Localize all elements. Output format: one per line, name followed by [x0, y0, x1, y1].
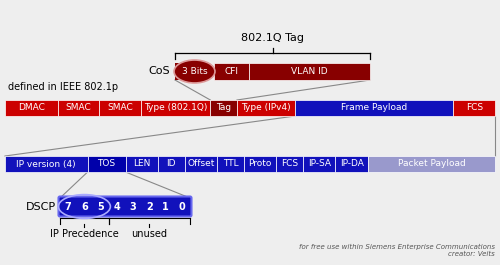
Text: IP Precedence: IP Precedence [50, 229, 119, 239]
Text: 1: 1 [162, 201, 169, 211]
FancyBboxPatch shape [126, 156, 158, 172]
Text: IP-DA: IP-DA [340, 160, 363, 169]
Text: defined in IEEE 802.1p: defined in IEEE 802.1p [8, 82, 118, 92]
Text: 0: 0 [178, 201, 185, 211]
Text: IP version (4): IP version (4) [16, 160, 76, 169]
Text: Type (802.1Q): Type (802.1Q) [144, 104, 208, 113]
FancyBboxPatch shape [249, 63, 370, 80]
Text: ID: ID [166, 160, 176, 169]
Text: FCS: FCS [466, 104, 483, 113]
Text: CFI: CFI [224, 67, 238, 76]
FancyBboxPatch shape [237, 100, 295, 116]
FancyBboxPatch shape [141, 100, 210, 116]
Text: 3: 3 [130, 201, 136, 211]
Text: DSCP: DSCP [26, 201, 56, 211]
Text: SMAC: SMAC [66, 104, 92, 113]
FancyBboxPatch shape [336, 156, 368, 172]
FancyBboxPatch shape [295, 100, 454, 116]
Text: FCS: FCS [281, 160, 298, 169]
Text: 7: 7 [65, 201, 71, 211]
FancyBboxPatch shape [454, 100, 495, 116]
Text: Type (IPv4): Type (IPv4) [242, 104, 291, 113]
FancyBboxPatch shape [158, 156, 184, 172]
Text: 4: 4 [114, 201, 120, 211]
Text: DMAC: DMAC [18, 104, 45, 113]
Text: Offset: Offset [187, 160, 214, 169]
Text: 5: 5 [97, 201, 104, 211]
Text: 2: 2 [146, 201, 153, 211]
Text: TOS: TOS [98, 160, 116, 169]
FancyBboxPatch shape [58, 197, 192, 217]
Text: IP-SA: IP-SA [308, 160, 330, 169]
Text: 3 Bits: 3 Bits [182, 67, 208, 76]
Text: 6: 6 [81, 201, 88, 211]
FancyBboxPatch shape [368, 156, 495, 172]
FancyBboxPatch shape [184, 156, 217, 172]
Text: 802.1Q Tag: 802.1Q Tag [241, 33, 304, 43]
FancyBboxPatch shape [5, 100, 58, 116]
FancyBboxPatch shape [244, 156, 276, 172]
FancyBboxPatch shape [5, 156, 87, 172]
Text: Frame Payload: Frame Payload [341, 104, 407, 113]
Ellipse shape [174, 60, 215, 83]
FancyBboxPatch shape [88, 156, 126, 172]
FancyBboxPatch shape [303, 156, 336, 172]
FancyBboxPatch shape [214, 63, 249, 80]
Text: for free use within Siemens Enterprise Communications
creator: Veits: for free use within Siemens Enterprise C… [299, 244, 495, 257]
FancyBboxPatch shape [210, 100, 237, 116]
Text: Packet Payload: Packet Payload [398, 160, 466, 169]
Text: VLAN ID: VLAN ID [291, 67, 328, 76]
Text: TTL: TTL [222, 160, 238, 169]
FancyBboxPatch shape [58, 100, 100, 116]
Text: unused: unused [132, 229, 168, 239]
FancyBboxPatch shape [217, 156, 244, 172]
Text: Proto: Proto [248, 160, 272, 169]
FancyBboxPatch shape [175, 63, 210, 80]
Text: Tag: Tag [216, 104, 231, 113]
Text: SMAC: SMAC [108, 104, 133, 113]
FancyBboxPatch shape [276, 156, 303, 172]
Text: CoS: CoS [148, 67, 170, 77]
FancyBboxPatch shape [100, 100, 141, 116]
Text: LEN: LEN [133, 160, 150, 169]
